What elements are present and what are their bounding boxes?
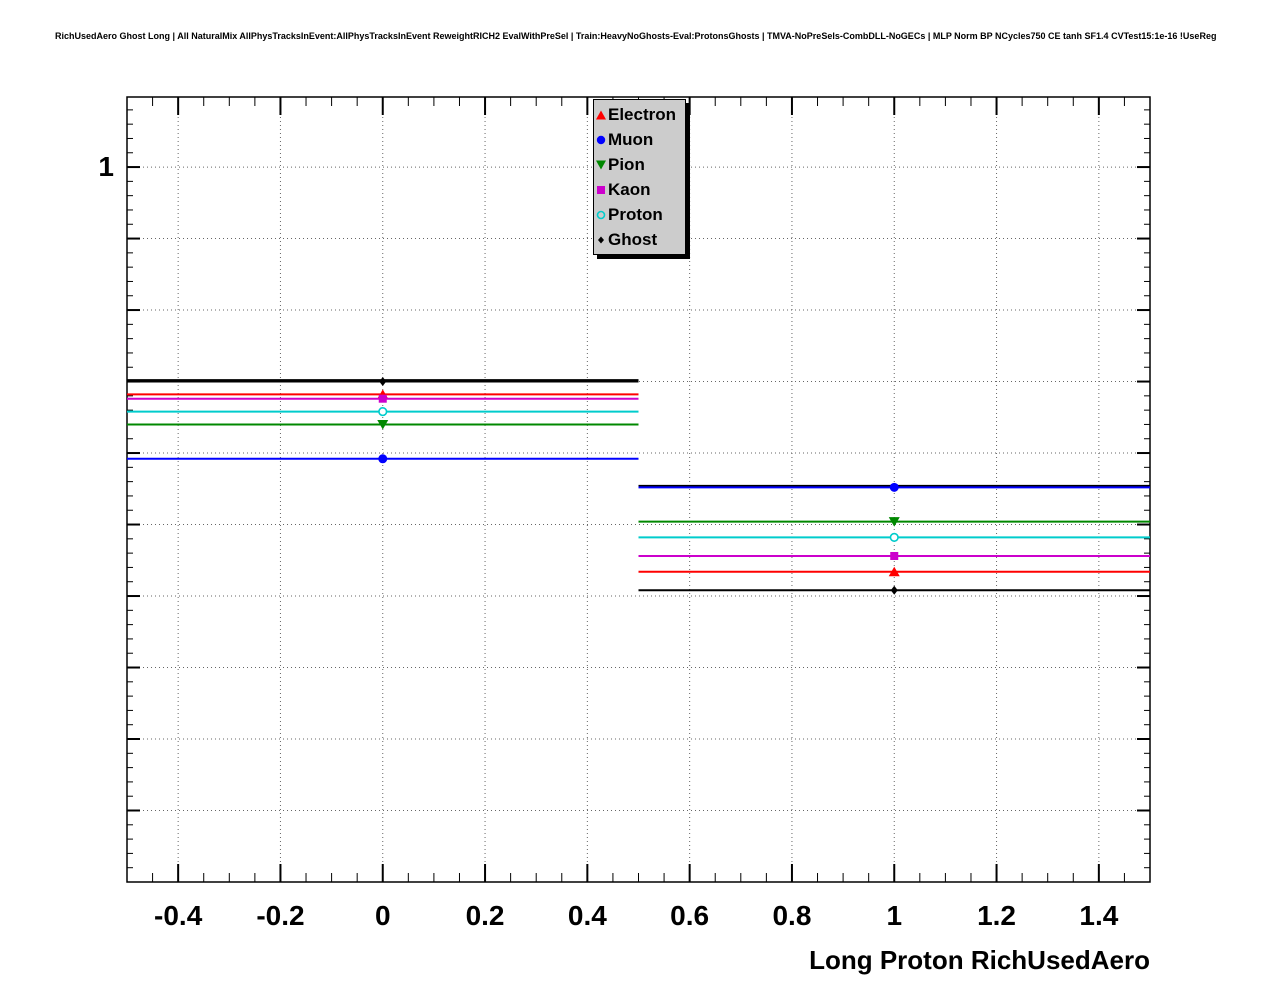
plot-title: RichUsedAero Ghost Long | All NaturalMix…	[55, 31, 1217, 41]
legend-entry-muon: Muon	[595, 127, 685, 152]
legend-entry-electron: Electron	[595, 102, 685, 127]
axis-ticks	[127, 97, 1150, 882]
legend-label: Proton	[608, 205, 663, 224]
x-axis-title: Long Proton RichUsedAero	[809, 945, 1150, 975]
y-axis-tick-label: 1	[98, 151, 114, 182]
legend-label: Muon	[608, 130, 654, 149]
legend-label: Kaon	[608, 180, 651, 199]
legend: Electron Muon Pion Kaon Proton Ghost	[593, 99, 686, 255]
legend-label: Pion	[608, 155, 645, 174]
x-axis-tick-label: 1.4	[1079, 900, 1119, 931]
circle-icon	[595, 134, 607, 146]
triangle-up-icon	[595, 109, 607, 121]
x-axis-tick-label: -0.4	[154, 900, 203, 931]
square-icon	[595, 184, 607, 196]
series-proton	[127, 406, 1150, 543]
open-circle-icon	[595, 209, 607, 221]
x-axis-tick-label: 1.2	[977, 900, 1017, 931]
x-axis-tick-label: 0.8	[772, 900, 812, 931]
plot-frame	[126, 96, 1151, 883]
legend-entry-kaon: Kaon	[595, 177, 685, 202]
legend-entry-pion: Pion	[595, 152, 685, 177]
x-axis-tick-label: 1	[886, 900, 903, 931]
grid-lines	[127, 97, 1150, 882]
series-kaon	[127, 394, 1150, 560]
x-axis-tick-label: 0.4	[567, 900, 607, 931]
legend-entry-ghost: Ghost	[595, 227, 685, 252]
triangle-down-icon	[595, 159, 607, 171]
legend-entry-proton: Proton	[595, 202, 685, 227]
diamond-icon	[595, 234, 607, 246]
series-ghost	[127, 377, 1150, 595]
legend-label: Electron	[608, 105, 677, 124]
legend-label: Ghost	[608, 230, 658, 249]
x-axis-tick-label: 0	[374, 900, 391, 931]
x-axis-tick-label: 0.6	[670, 900, 710, 931]
series-pion	[127, 419, 1150, 527]
x-axis-tick-label: -0.2	[256, 900, 305, 931]
x-axis-tick-label: 0.2	[465, 900, 505, 931]
series-muon	[127, 454, 1150, 492]
